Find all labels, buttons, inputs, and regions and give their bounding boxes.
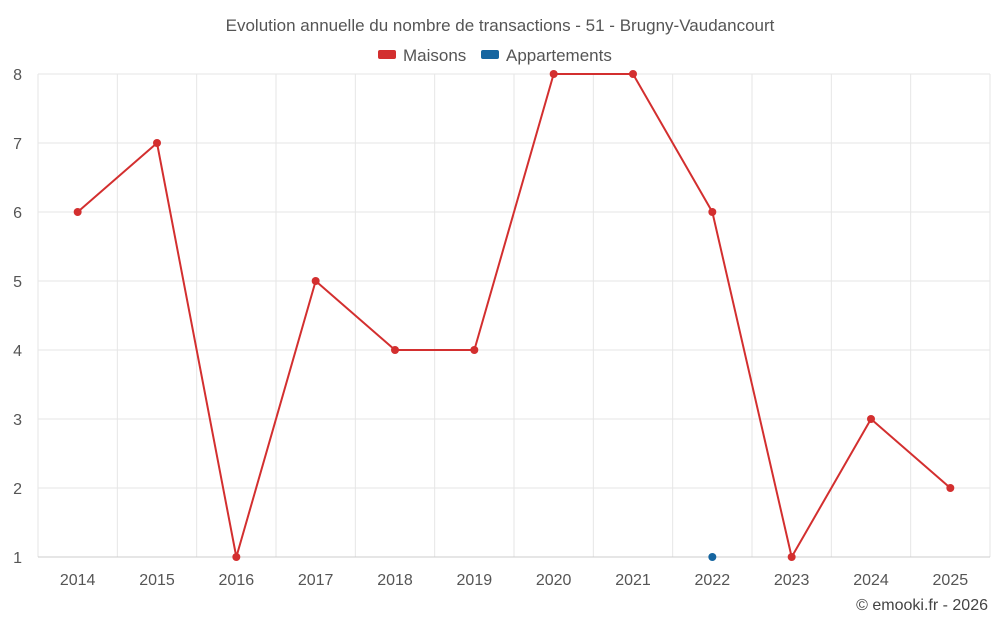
data-point-maisons — [708, 208, 717, 216]
y-tick-label: 3 — [13, 412, 22, 429]
x-tick-label: 2020 — [536, 572, 572, 589]
legend-swatch-appartements — [481, 50, 499, 59]
legend-label-maisons[interactable]: Maisons — [403, 46, 466, 65]
chart-title: Evolution annuelle du nombre de transact… — [226, 16, 775, 35]
legend: Maisons Appartements — [378, 46, 612, 65]
data-point-maisons — [73, 208, 82, 216]
y-tick-label: 4 — [13, 343, 22, 360]
data-point-maisons — [946, 484, 955, 492]
x-tick-label: 2018 — [377, 572, 413, 589]
data-point-maisons — [391, 346, 399, 354]
y-tick-label: 7 — [13, 136, 22, 153]
legend-swatch-maisons — [378, 50, 396, 59]
y-tick-label: 1 — [13, 550, 22, 567]
x-tick-label: 2017 — [298, 572, 334, 589]
data-point-maisons — [867, 415, 875, 423]
data-point-maisons — [153, 139, 161, 147]
data-point-maisons — [232, 553, 241, 561]
y-tick-label: 6 — [13, 205, 22, 222]
series — [73, 70, 955, 561]
legend-label-appartements[interactable]: Appartements — [506, 46, 612, 65]
x-tick-label: 2024 — [853, 572, 889, 589]
credit-text: © emooki.fr - 2026 — [856, 597, 988, 614]
data-point-appartements — [708, 553, 717, 561]
grid — [37, 73, 991, 557]
x-tick-label: 2025 — [933, 572, 969, 589]
y-tick-label: 8 — [13, 67, 22, 84]
series-line-maisons — [77, 73, 951, 558]
data-point-maisons — [470, 346, 479, 354]
x-tick-label: 2021 — [615, 572, 651, 589]
x-tick-label: 2016 — [219, 572, 255, 589]
x-tick-label: 2022 — [695, 572, 731, 589]
y-tick-label: 5 — [13, 274, 22, 291]
data-point-maisons — [549, 70, 558, 78]
data-point-maisons — [311, 277, 320, 285]
x-tick-label: 2015 — [139, 572, 175, 589]
data-point-maisons — [629, 70, 637, 78]
x-tick-label: 2014 — [60, 572, 96, 589]
y-tick-label: 2 — [13, 481, 22, 498]
x-tick-label: 2019 — [457, 572, 493, 589]
data-point-maisons — [787, 553, 796, 561]
x-tick-label: 2023 — [774, 572, 810, 589]
axes: 1 2 3 4 5 6 7 8 2014 2015 2016 2017 2018 2019 2020 2021… — [13, 67, 990, 589]
